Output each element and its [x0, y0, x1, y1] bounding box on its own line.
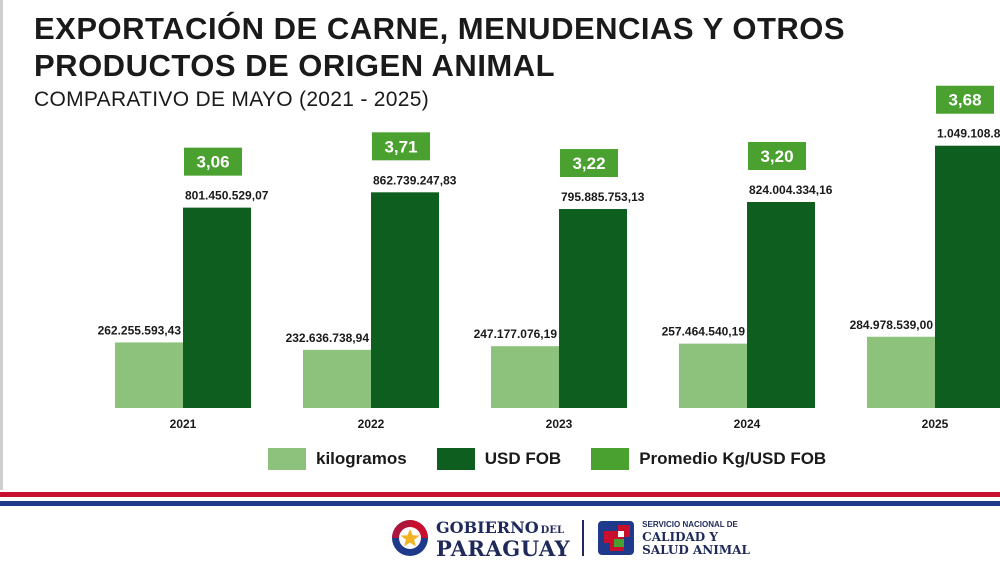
bar-usd-fob-2022	[371, 192, 439, 408]
senacsa-line1: SERVICIO NACIONAL DE	[642, 520, 738, 529]
gobierno-del-word: DEL	[540, 524, 564, 536]
senacsa-logo: SERVICIO NACIONAL DE CALIDAD Y SALUD ANI…	[596, 519, 750, 557]
x-tick-2025: 2025	[922, 417, 949, 431]
x-tick-2024: 2024	[734, 417, 761, 431]
label-usd-fob-2023: 795.885.753,13	[561, 190, 645, 204]
badge-promedio-2022	[372, 132, 430, 161]
footer-logos: GOBIERNO DEL PARAGUAY SERVICIO NACIONAL D…	[390, 516, 750, 560]
legend-swatch-promedio	[591, 448, 630, 470]
gobierno-paraguay-logo: GOBIERNO DEL PARAGUAY	[390, 517, 571, 561]
bar-usd-fob-2021	[183, 207, 251, 408]
label-kilogramos-2025: 284.978.539,00	[850, 318, 934, 332]
label-usd-fob-2021: 801.450.529,07	[185, 189, 269, 203]
bar-kilogramos-2021	[115, 342, 183, 408]
flag-band-blue	[0, 501, 1000, 506]
flag-band-red	[0, 492, 1000, 497]
badge-promedio-2024	[748, 141, 806, 170]
label-promedio-2021: 3,06	[196, 153, 229, 172]
bar-kilogramos-2022	[303, 349, 371, 408]
senacsa-line2: CALIDAD Y	[642, 530, 718, 544]
legend-swatch-kilogramos	[268, 448, 306, 470]
gobierno-star-emblem-icon	[392, 520, 428, 556]
chart-subtitle: COMPARATIVO DE MAYO (2021 - 2025)	[34, 88, 430, 111]
label-promedio-2022: 3,71	[384, 137, 417, 156]
bar-usd-fob-2023	[559, 209, 627, 408]
label-usd-fob-2025: 1.049.108.851	[937, 127, 1000, 141]
footer-separator	[582, 520, 585, 556]
chart-title: EXPORTACIÓN DE CARNE, MENUDENCIAS Y OTRO…	[34, 11, 846, 83]
chart-legend: kilogramos USD FOB Promedio Kg/USD FOB	[268, 447, 856, 471]
x-tick-2021: 2021	[170, 417, 197, 431]
senacsa-line3: SALUD ANIMAL	[642, 543, 750, 557]
legend-item-promedio: Promedio Kg/USD FOB	[591, 448, 826, 470]
label-kilogramos-2022: 232.636.738,94	[286, 331, 370, 345]
x-tick-2022: 2022	[358, 417, 385, 431]
badge-promedio-2023	[560, 149, 618, 178]
bar-kilogramos-2023	[491, 346, 559, 408]
legend-label-promedio: Promedio Kg/USD FOB	[639, 449, 827, 468]
legend-swatch-usd-fob	[436, 448, 475, 470]
legend-label-kilogramos: kilogramos	[316, 449, 407, 468]
bar-usd-fob-2025	[935, 145, 1000, 409]
label-kilogramos-2023: 247.177.076,19	[474, 327, 558, 341]
flag-band-white	[0, 497, 1000, 501]
gobierno-text: GOBIERNO DEL PARAGUAY	[436, 517, 571, 561]
gobierno-word: GOBIERNO	[436, 517, 539, 537]
badge-promedio-2021	[184, 147, 242, 176]
senacsa-cross-icon	[598, 521, 635, 555]
label-usd-fob-2022: 862.739.247,83	[373, 173, 457, 187]
senacsa-text: SERVICIO NACIONAL DE CALIDAD Y SALUD ANI…	[642, 519, 750, 557]
legend-label-usd-fob: USD FOB	[484, 449, 562, 468]
label-promedio-2023: 3,22	[572, 154, 605, 173]
label-kilogramos-2021: 262.255.593,43	[98, 323, 182, 337]
bar-chart: 262.255.593,43 801.450.529,07 3,06 2021 232.…	[98, 85, 1000, 431]
badge-promedio-2025	[936, 85, 994, 114]
label-usd-fob-2024: 824.004.334,16	[749, 183, 833, 197]
legend-item-kilogramos: kilogramos	[268, 448, 407, 470]
label-kilogramos-2024: 257.464.540,19	[662, 325, 746, 339]
legend-item-usd-fob: USD FOB	[436, 448, 562, 470]
bar-usd-fob-2024	[747, 201, 815, 408]
label-promedio-2025: 3,68	[948, 91, 981, 110]
bar-kilogramos-2025	[867, 336, 935, 408]
x-tick-2023: 2023	[546, 417, 573, 431]
bar-kilogramos-2024	[679, 343, 747, 408]
paraguay-word: PARAGUAY	[436, 535, 571, 561]
label-promedio-2024: 3,20	[760, 147, 793, 166]
left-border-rule	[0, 0, 3, 490]
